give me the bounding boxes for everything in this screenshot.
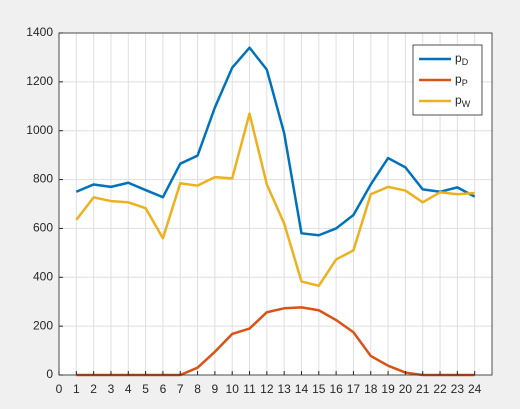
x-tick-label: 5 — [142, 382, 149, 396]
x-tick-label: 18 — [364, 382, 378, 396]
ticks: 0 1 2 3 4 5 6 7 8 9 10 11 12 13 14 15 16 17 18 19 20 21 22 23 24… — [26, 25, 481, 396]
series-line — [75, 46, 476, 237]
x-tick-label: 10 — [226, 382, 240, 396]
legend-label: pP — [455, 72, 468, 88]
y-tick-label: 1200 — [26, 74, 53, 88]
x-tick-label: 14 — [295, 382, 309, 396]
x-tick-label: 19 — [381, 382, 395, 396]
x-tick-label: 4 — [125, 382, 132, 396]
x-tick-label: 20 — [399, 382, 413, 396]
x-tick-label: 15 — [312, 382, 326, 396]
x-tick-label: 2 — [90, 382, 97, 396]
x-tick-label: 24 — [468, 382, 482, 396]
legend-label: pD — [455, 51, 469, 67]
x-tick-label: 9 — [212, 382, 219, 396]
y-tick-label: 600 — [33, 221, 53, 235]
x-tick-label: 8 — [194, 382, 201, 396]
x-tick-label: 13 — [277, 382, 291, 396]
legend-name: p — [455, 72, 462, 86]
x-tick-label: 0 — [56, 382, 63, 396]
y-tick-label: 1400 — [26, 25, 53, 39]
x-tick-label: 7 — [177, 382, 184, 396]
legend-subscript: D — [462, 57, 469, 67]
x-tick-label: 21 — [416, 382, 430, 396]
y-tick-label: 800 — [33, 172, 53, 186]
legend-label: pW — [455, 93, 471, 109]
legend-name: p — [455, 93, 462, 107]
legend-subscript: P — [462, 78, 468, 88]
x-tick-label: 17 — [347, 382, 361, 396]
legend-subscript: W — [462, 99, 471, 109]
y-tick-label: 0 — [46, 367, 53, 381]
series-line — [75, 112, 475, 288]
x-tick-label: 22 — [433, 382, 447, 396]
x-tick-label: 16 — [329, 382, 343, 396]
x-tick-label: 23 — [451, 382, 465, 396]
y-tick-label: 200 — [33, 318, 53, 332]
x-tick-label: 3 — [108, 382, 115, 396]
x-tick-label: 1 — [73, 382, 80, 396]
axes-box — [58, 32, 493, 376]
legend-name: p — [455, 51, 462, 65]
x-tick-label: 6 — [160, 382, 167, 396]
y-tick-label: 1000 — [26, 123, 53, 137]
x-tick-label: 11 — [243, 382, 256, 396]
y-tick-label: 400 — [33, 269, 53, 283]
x-tick-label: 12 — [260, 382, 274, 396]
